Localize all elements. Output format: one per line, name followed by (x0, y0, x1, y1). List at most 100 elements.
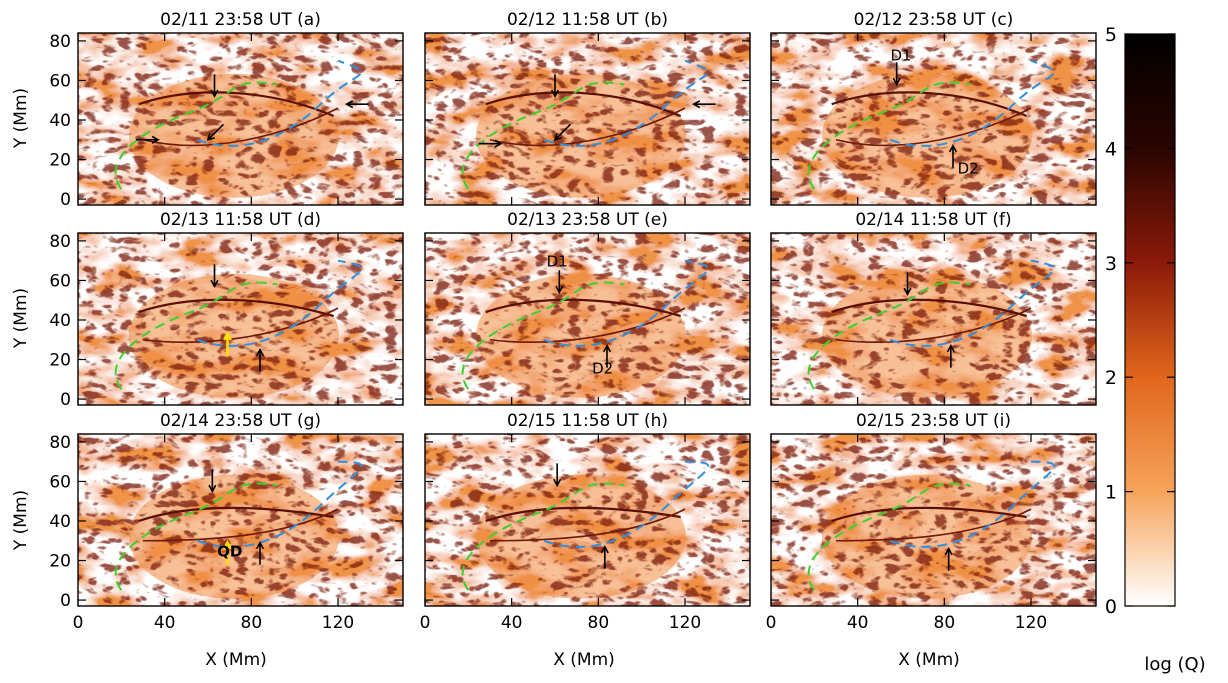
axis-ticks (770, 233, 1096, 405)
axis-labels: Y (Mm) Y (Mm) Y (Mm) X (Mm) X (Mm) X (Mm… (11, 88, 960, 670)
y-tick-label: 20 (49, 351, 71, 371)
colorbar-label: log (Q) (1144, 654, 1205, 675)
negative-polarity-contour (807, 482, 971, 591)
negative-polarity-contour (114, 281, 278, 390)
qsl-curve-lower (489, 508, 686, 542)
panel-title: 02/12 23:58 UT (c) (854, 10, 1014, 30)
positive-polarity-contour (889, 59, 1056, 147)
qsl-curve-upper (138, 506, 334, 523)
qsl-curve-lower (142, 508, 339, 542)
panel-b: 02/12 11:58 UT (b) (424, 10, 751, 206)
annotation-arrow (946, 344, 955, 368)
q-map (78, 33, 403, 205)
panel-frame (77, 433, 404, 607)
colorbar-tick-label: 2 (1105, 367, 1117, 389)
axis-ticks (770, 434, 1096, 606)
positive-polarity-contour (196, 59, 363, 147)
y-tick-label: 60 (49, 71, 71, 91)
positive-polarity-contour (196, 460, 363, 548)
q-map: D1 D2 (771, 33, 1096, 205)
colorbar-tick-label: 0 (1105, 596, 1117, 618)
annotation-arrow (136, 135, 160, 144)
colorbar-gradient (1124, 33, 1176, 607)
annotation-arrow (208, 469, 217, 494)
qsl-curve-lower (835, 508, 1032, 542)
y-tick-label: 80 (49, 32, 71, 52)
x-tick-label: 80 (241, 613, 263, 633)
annotation-arrow (223, 540, 232, 565)
q-map (78, 233, 403, 405)
qsl-curve-lower (142, 107, 339, 147)
panel-grid: 02/11 23:58 UT (a) 0 20 40 60 80 02/12 11:58 U… (49, 10, 1097, 633)
x-axis-label-col-2: X (Mm) (553, 650, 615, 670)
x-tick-label: 0 (420, 613, 431, 633)
panel-frame (770, 32, 1097, 206)
negative-polarity-contour (114, 81, 278, 190)
panel-title: 02/15 23:58 UT (i) (856, 411, 1011, 431)
annotation-arrow (478, 139, 503, 148)
qsl-curve-upper (485, 506, 681, 523)
q-map (425, 434, 750, 606)
feature-label: D2 (958, 159, 979, 177)
annotation-arrow (206, 123, 224, 141)
colorbar-ticks: 0 1 2 3 4 5 (1105, 24, 1175, 618)
panel-frame (770, 232, 1097, 406)
negative-polarity-contour (807, 81, 971, 190)
x-axis-label-col-1: X (Mm) (205, 650, 267, 670)
panel-f: 02/14 11:58 UT (f) (770, 210, 1097, 406)
panel-frame (77, 32, 404, 206)
y-tick-label: 20 (49, 552, 71, 572)
positive-polarity-contour (543, 59, 710, 147)
y-tick-label: 40 (49, 512, 71, 532)
panel-title: 02/11 23:58 UT (a) (160, 10, 321, 30)
x-tick-label: 120 (322, 613, 354, 633)
annotation-arrow (255, 541, 265, 565)
annotation-arrow (553, 463, 562, 488)
axis-ticks (424, 233, 750, 405)
qsl-curve-lower (489, 307, 686, 343)
annotation-arrow (903, 272, 912, 296)
positive-polarity-contour (889, 460, 1056, 548)
panel-title: 02/13 23:58 UT (e) (507, 210, 668, 230)
y-tick-label: 40 (49, 311, 71, 331)
axis-ticks (424, 434, 750, 606)
negative-polarity-contour (807, 281, 971, 390)
axis-ticks (424, 33, 750, 205)
panel-frame (424, 433, 751, 607)
negative-polarity-contour (461, 81, 625, 190)
annotation-arrow (602, 344, 612, 368)
positive-polarity-contour (543, 259, 710, 347)
negative-polarity-contour (461, 281, 625, 390)
annotation-arrow (555, 270, 564, 294)
feature-label: D1 (890, 47, 911, 65)
panel-c: D1 D2 02/12 23:58 UT (c) (770, 10, 1097, 206)
q-map: D1 D2 (425, 233, 750, 405)
panel-a: 02/11 23:58 UT (a) 0 20 40 60 80 (49, 10, 404, 210)
y-tick-label: 80 (49, 232, 71, 252)
qsl-curve-upper (485, 298, 681, 318)
panel-frame (424, 32, 751, 206)
y-tick-label: 0 (60, 190, 71, 210)
axis-ticks (770, 33, 1096, 205)
qsl-curve-upper (831, 506, 1027, 523)
qsl-curve-lower (835, 307, 1032, 343)
panel-g: QD 02/14 23:58 UT (g) 0 20 40 60 80 0 40 80 120 (49, 411, 404, 633)
y-tick-label: 80 (49, 433, 71, 453)
x-axis-label-col-3: X (Mm) (898, 650, 960, 670)
positive-polarity-contour (196, 259, 363, 347)
qsl-curve-upper (831, 91, 1028, 118)
annotation-arrow (944, 546, 953, 571)
y-tick-label: 0 (60, 390, 71, 410)
q-map (771, 233, 1096, 405)
y-axis-label-row-2: Y (Mm) (11, 288, 31, 349)
axis-ticks (77, 233, 403, 405)
x-tick-label: 40 (501, 613, 523, 633)
y-tick-label: 0 (60, 591, 71, 611)
y-tick-label: 40 (49, 111, 71, 131)
x-tick-label: 0 (766, 613, 777, 633)
x-tick-label: 40 (154, 613, 176, 633)
panel-title: 02/12 11:58 UT (b) (507, 10, 668, 30)
colorbar-tick-label: 1 (1105, 482, 1117, 504)
panel-title: 02/13 11:58 UT (d) (160, 210, 321, 230)
axis-ticks (77, 33, 403, 205)
